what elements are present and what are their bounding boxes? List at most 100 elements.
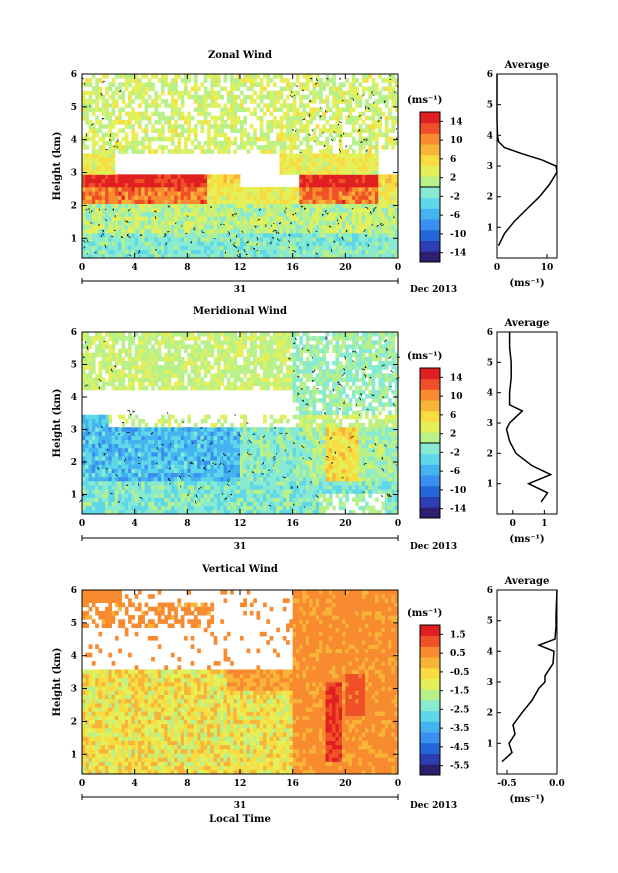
heatmap-cell — [184, 203, 188, 209]
contour-segment — [363, 229, 366, 233]
heatmap-cell — [279, 128, 284, 133]
heatmap-cell — [384, 99, 389, 104]
heatmap-cell — [272, 120, 277, 125]
heatmap-cell — [365, 241, 369, 246]
heatmap-cell — [335, 476, 340, 482]
contour-segment — [231, 214, 235, 217]
heatmap-cell — [108, 170, 113, 175]
heatmap-cell — [98, 107, 103, 113]
heatmap-cell — [236, 505, 241, 511]
heatmap-cell — [164, 195, 168, 200]
contour-segment — [324, 210, 327, 213]
heatmap-cell — [134, 115, 139, 121]
heatmap-cell — [292, 120, 297, 125]
heatmap-cell — [240, 241, 244, 246]
heatmap-cell — [174, 145, 178, 150]
heatmap-cell — [134, 195, 139, 200]
heatmap-cell — [233, 94, 238, 100]
heatmap-cell — [203, 174, 208, 179]
heatmap-cell — [230, 485, 234, 490]
heatmap-cell — [319, 153, 323, 159]
heatmap-cell — [312, 182, 317, 188]
heatmap-cell — [365, 207, 369, 213]
heatmap-cell — [101, 207, 106, 213]
heatmap-cell — [381, 199, 386, 205]
heatmap-cell — [157, 493, 162, 498]
heatmap-cell — [259, 245, 264, 251]
colorbar-segment — [420, 256, 440, 263]
heatmap-cell — [154, 203, 159, 209]
heatmap-cell — [266, 245, 271, 251]
heatmap-cell — [342, 224, 346, 230]
heatmap-cell — [279, 237, 284, 242]
heatmap-cell — [141, 94, 145, 100]
heatmap-cell — [246, 489, 251, 494]
heatmap-cell — [361, 170, 366, 175]
heatmap-cell — [108, 86, 113, 92]
heatmap-cell — [374, 456, 379, 461]
heatmap-cell — [315, 464, 320, 469]
average-x-tick-label: 0 — [494, 263, 500, 273]
heatmap-cell — [355, 493, 359, 498]
heatmap-cell — [200, 245, 205, 251]
heatmap-cell — [388, 253, 392, 259]
heatmap-cell — [230, 203, 234, 209]
heatmap-cell — [312, 497, 317, 502]
heatmap-cell — [210, 468, 215, 474]
heatmap-cell — [95, 186, 99, 192]
heatmap-cell — [269, 220, 274, 225]
heatmap-cell — [193, 216, 198, 221]
heatmap-cell — [128, 505, 132, 511]
heatmap-cell — [197, 472, 201, 478]
heatmap-cell — [98, 182, 103, 188]
heatmap-cell — [371, 199, 376, 205]
heatmap-cell — [200, 145, 205, 150]
heatmap-cell — [108, 120, 113, 125]
heatmap-cell — [263, 460, 267, 465]
heatmap-cell — [351, 212, 356, 217]
heatmap-cell — [161, 216, 165, 221]
heatmap-cell — [305, 212, 310, 217]
contour-segment — [275, 231, 278, 235]
heatmap-cell — [361, 253, 366, 259]
heatmap-cell — [151, 476, 155, 482]
heatmap-cell — [236, 456, 241, 461]
heatmap-cell — [279, 249, 284, 255]
heatmap-cell — [108, 509, 113, 515]
heatmap-cell — [335, 94, 340, 100]
contour-segment — [330, 138, 334, 142]
heatmap-cell — [358, 241, 363, 246]
heatmap-cell — [177, 124, 182, 129]
heatmap-cell — [381, 203, 386, 209]
heatmap-cell — [170, 472, 175, 478]
heatmap-cell — [365, 78, 369, 83]
heatmap-cell — [361, 90, 366, 96]
heatmap-cell — [128, 509, 132, 515]
contour-segment — [116, 138, 119, 143]
heatmap-cell — [187, 485, 192, 490]
heatmap-cell — [82, 145, 86, 150]
heatmap-cell — [299, 509, 303, 515]
heatmap-cell — [128, 480, 132, 486]
heatmap-cell — [351, 245, 356, 251]
heatmap-cell — [348, 157, 353, 163]
heatmap-cell — [282, 216, 287, 221]
contour-segment — [241, 230, 244, 233]
heatmap-cell — [322, 212, 326, 217]
heatmap-cell — [157, 505, 162, 511]
heatmap-cell — [147, 249, 152, 255]
heatmap-cell — [282, 166, 287, 171]
heatmap-cell — [299, 94, 303, 100]
heatmap-cell — [351, 237, 356, 242]
heatmap-cell — [355, 468, 359, 474]
heatmap-cell — [184, 120, 188, 125]
heatmap-cell — [374, 86, 379, 92]
heatmap-cell — [131, 178, 136, 184]
heatmap-cell — [384, 493, 389, 498]
heatmap-cell — [388, 472, 392, 478]
heatmap-cell — [223, 103, 228, 108]
heatmap-cell — [200, 249, 205, 255]
heatmap-cell — [332, 224, 336, 230]
heatmap-cell — [388, 128, 392, 133]
